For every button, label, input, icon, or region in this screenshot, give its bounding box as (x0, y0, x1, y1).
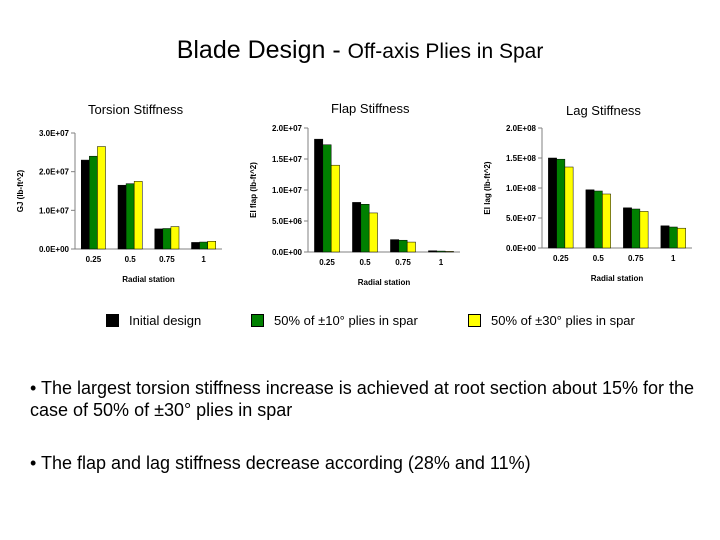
lag-y-tick-label: 1.0E+08 (506, 184, 537, 193)
bullet-flap-lag: • The flap and lag stiffness decrease ac… (30, 453, 531, 473)
flap-bar-ply30 (444, 251, 454, 253)
lag-stiffness-chart: 0.0E+00 5.0E+07 1.0E+08 1.5E+08 2.0E+08 0.25 0… (483, 124, 692, 283)
lag-bar-ply10 (556, 158, 566, 249)
bullet-torsion: • The largest torsion stiffness increase… (30, 378, 695, 420)
lag-bar-initial (548, 157, 557, 249)
lag-y-tick-label: 1.5E+08 (506, 154, 537, 163)
flap-y-tick-label: 5.0E+06 (272, 217, 303, 226)
lag-bar-ply10 (593, 190, 603, 249)
torsion-x-tick-label: 1 (201, 255, 206, 264)
flap-bar-initial (428, 250, 438, 253)
torsion-x-tick-label: 0.25 (86, 255, 102, 264)
legend-item-initial: Initial design (106, 312, 201, 328)
flap-x-tick-label: 1 (439, 258, 444, 267)
lag-x-tick-label: 1 (671, 254, 676, 263)
lag-chart-title: Lag Stiffness (566, 103, 641, 118)
flap-chart-title: Flap Stiffness (331, 101, 410, 116)
flap-y-axis-label: EI flap (lb-ft^2) (249, 162, 258, 218)
torsion-y-tick-label: 1.0E+07 (39, 206, 70, 215)
torsion-bar-ply10 (125, 183, 135, 250)
flap-y-tick-label: 1.5E+07 (272, 155, 303, 164)
torsion-bar-initial (154, 228, 164, 250)
torsion-bar-ply10 (89, 155, 98, 250)
legend-swatch-ply10 (251, 313, 264, 327)
torsion-y-axis-label: GJ (lb-ft^2) (16, 169, 25, 212)
flap-y-tick-label: 2.0E+07 (272, 124, 303, 133)
flap-bar-ply30 (330, 164, 340, 253)
legend-label-initial: Initial design (129, 312, 202, 328)
lag-bar-ply30 (564, 166, 574, 249)
flap-y-tick-label: 0.0E+00 (272, 248, 303, 257)
slide-title: Blade Design - Off-axis Plies in Spar (0, 36, 720, 65)
lag-y-tick-label: 2.0E+08 (506, 124, 537, 133)
torsion-bar-ply30 (170, 226, 180, 250)
legend-item-ply10: 50% of ±10° plies in spar (251, 312, 418, 328)
lag-x-tick-label: 0.75 (628, 254, 644, 263)
lag-bar-ply30 (639, 211, 649, 249)
lag-y-tick-label: 5.0E+07 (506, 214, 537, 223)
flap-bar-ply10 (360, 204, 370, 253)
flap-bar-ply10 (398, 239, 408, 253)
lag-x-axis-label: Radial station (591, 274, 644, 283)
lag-bar-ply30 (677, 227, 686, 249)
legend-item-ply30: 50% of ±30° plies in spar (468, 312, 635, 328)
torsion-bar-ply30 (97, 146, 106, 250)
torsion-y-tick-label: 3.0E+07 (39, 129, 70, 138)
lag-x-tick-label: 0.5 (593, 254, 605, 263)
legend-swatch-ply30 (468, 313, 481, 327)
legend-swatch-initial (106, 313, 119, 327)
torsion-bar-initial (80, 159, 90, 250)
lag-y-tick-label: 0.0E+00 (506, 244, 537, 253)
flap-x-axis-label: Radial station (358, 278, 411, 287)
lag-bar-ply10 (668, 226, 678, 249)
lag-bar-ply30 (602, 193, 611, 249)
torsion-x-axis-label: Radial station (122, 275, 175, 284)
flap-bar-ply10 (436, 250, 446, 253)
lag-bar-initial (660, 225, 670, 249)
flap-bar-ply10 (322, 144, 332, 253)
lag-bar-ply10 (631, 208, 641, 249)
torsion-bar-ply10 (162, 228, 172, 250)
flap-bar-initial (352, 202, 362, 253)
flap-bar-ply30 (406, 241, 416, 253)
flap-bar-initial (314, 138, 324, 253)
torsion-stiffness-chart: 0.0E+00 1.0E+07 2.0E+07 3.0E+07 0.25 0.5 0.75 1… (16, 129, 222, 284)
flap-x-tick-label: 0.75 (395, 258, 411, 267)
lag-bar-initial (585, 189, 595, 249)
slide-title-main: Blade Design - (176, 36, 348, 64)
torsion-bar-ply10 (199, 241, 208, 250)
legend-label-ply10: 50% of ±10° plies in spar (274, 312, 418, 328)
torsion-chart-title: Torsion Stiffness (88, 102, 184, 117)
torsion-x-tick-label: 0.75 (159, 255, 175, 264)
torsion-bar-ply30 (133, 181, 143, 250)
flap-y-tick-label: 1.0E+07 (272, 186, 303, 195)
torsion-bar-initial (117, 184, 127, 250)
flap-bar-initial (390, 239, 400, 253)
lag-y-axis-label: EI lag (lb-ft^2) (483, 161, 492, 214)
torsion-x-tick-label: 0.5 (125, 255, 137, 264)
lag-x-tick-label: 0.25 (553, 254, 569, 263)
flap-x-tick-label: 0.5 (359, 258, 371, 267)
legend-label-ply30: 50% of ±30° plies in spar (491, 312, 635, 328)
flap-stiffness-chart: 0.0E+00 5.0E+06 1.0E+07 1.5E+07 2.0E+07 0.25 0… (249, 124, 460, 287)
torsion-bar-initial (191, 242, 200, 250)
flap-x-tick-label: 0.25 (319, 258, 335, 267)
torsion-bar-ply30 (207, 241, 217, 250)
slide-title-sub: Off-axis Plies in Spar (347, 40, 544, 63)
torsion-y-tick-label: 2.0E+07 (39, 168, 70, 177)
flap-bar-ply30 (368, 212, 378, 253)
torsion-y-tick-label: 0.0E+00 (39, 245, 70, 254)
lag-bar-initial (623, 207, 632, 249)
